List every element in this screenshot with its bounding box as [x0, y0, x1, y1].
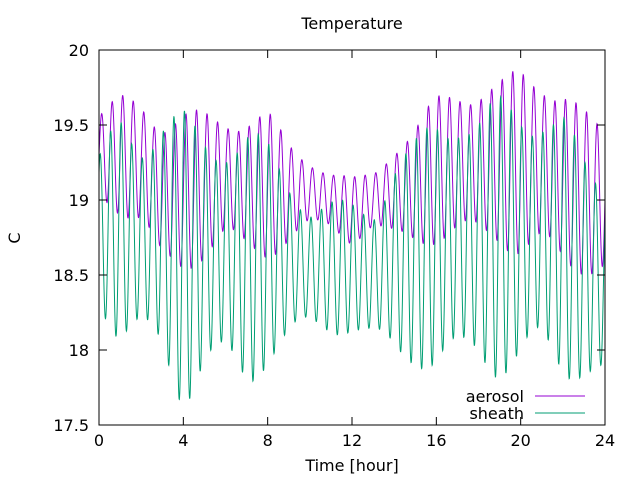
x-tick-label: 24 [595, 431, 615, 450]
y-tick-label: 18.5 [53, 266, 89, 285]
x-axis-ticks: 0 4 8 12 16 20 24 [94, 50, 615, 450]
y-tick-label: 19.5 [53, 116, 89, 135]
legend-label-sheath: sheath [469, 404, 524, 423]
x-tick-label: 12 [342, 431, 362, 450]
y-tick-label: 17.5 [53, 416, 89, 435]
legend-label-aerosol: aerosol [466, 387, 524, 406]
x-tick-label: 16 [426, 431, 446, 450]
plot-lines [98, 71, 606, 401]
x-tick-label: 4 [178, 431, 188, 450]
x-tick-label: 0 [94, 431, 104, 450]
y-tick-label: 18 [69, 341, 89, 360]
x-tick-label: 20 [510, 431, 530, 450]
y-axis-label: C [5, 232, 24, 243]
y-axis-ticks: 17.5 18 18.5 19 19.5 20 [53, 41, 605, 435]
y-tick-label: 20 [69, 41, 89, 60]
series-line-sheath [98, 94, 606, 401]
y-tick-label: 19 [69, 191, 89, 210]
chart-title: Temperature [300, 14, 402, 33]
x-axis-label: Time [hour] [304, 456, 398, 475]
x-tick-label: 8 [263, 431, 273, 450]
